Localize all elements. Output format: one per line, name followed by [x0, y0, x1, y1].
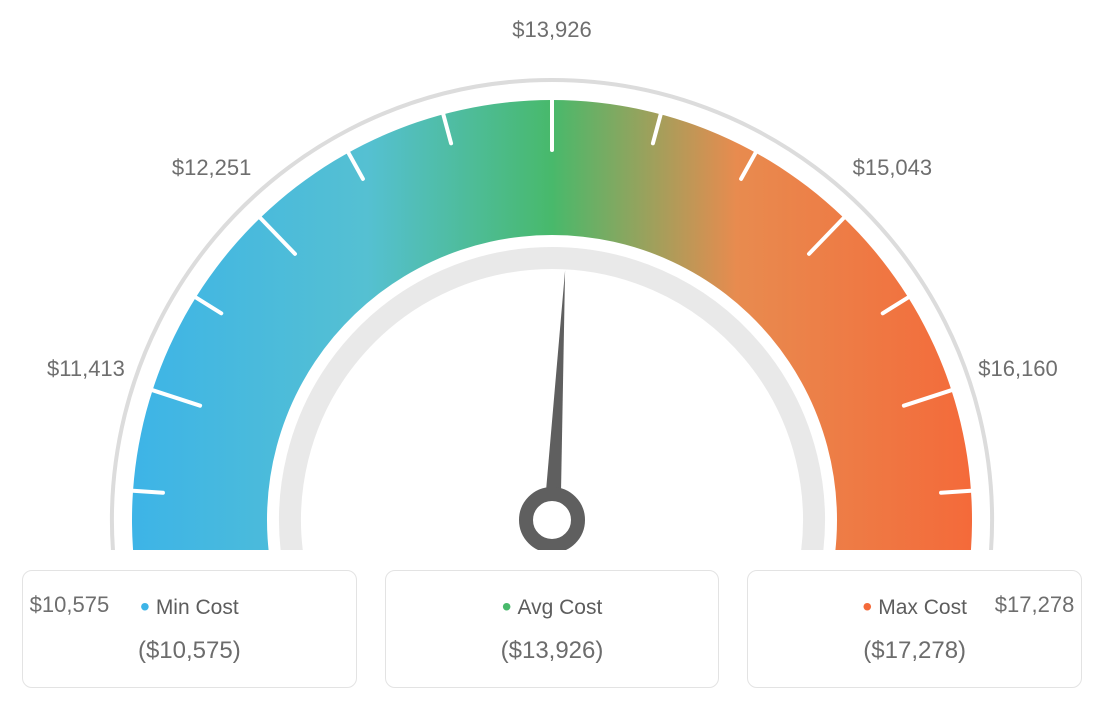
legend-card-min: • Min Cost ($10,575)	[22, 570, 357, 688]
legend-row: •Min Cost ($10,575) •Avg Cost ($13,926) …	[22, 570, 1082, 688]
gauge-tick-label: $15,043	[853, 155, 933, 181]
legend-title-text: Max Cost	[878, 596, 967, 619]
gauge-tick-label: $16,160	[978, 356, 1058, 382]
gauge-tick-label: $10,575	[30, 592, 110, 618]
legend-value-min: ($10,575)	[33, 637, 346, 665]
gauge-svg	[22, 20, 1082, 550]
legend-card-max: • Max Cost ($17,278)	[747, 570, 1082, 688]
gauge-tick-label: $11,413	[47, 356, 125, 382]
dot-icon: •	[502, 591, 512, 622]
legend-title-avg: • Avg Cost	[396, 591, 709, 623]
legend-value-max: ($17,278)	[758, 637, 1071, 665]
legend-value-avg: ($13,926)	[396, 637, 709, 665]
dot-icon: •	[140, 591, 150, 622]
gauge-tick-label: $17,278	[995, 592, 1075, 618]
cost-gauge: $10,575$11,413$12,251$13,926$15,043$16,1…	[22, 20, 1082, 550]
gauge-tick-label: $13,926	[512, 17, 592, 43]
legend-title-text: Avg Cost	[518, 596, 603, 619]
legend-title-text: Min Cost	[156, 596, 239, 619]
dot-icon: •	[862, 591, 872, 622]
legend-card-avg: • Avg Cost ($13,926)	[385, 570, 720, 688]
gauge-tick-label: $12,251	[172, 155, 252, 181]
